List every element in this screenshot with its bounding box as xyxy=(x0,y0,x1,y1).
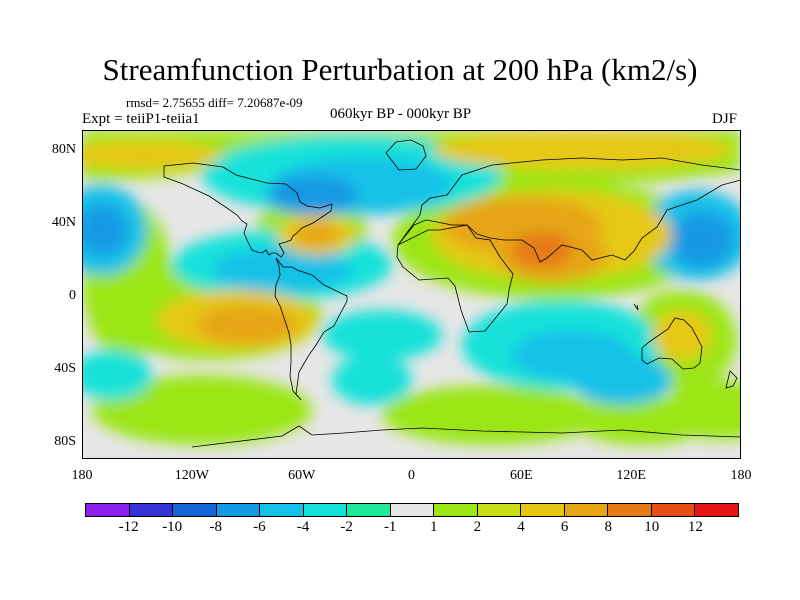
lat-tick-label: 40N xyxy=(51,215,76,230)
lat-tick-label: 40S xyxy=(54,361,76,376)
colorbar-swatch xyxy=(695,504,738,516)
colorbar-swatch xyxy=(608,504,652,516)
lat-tick-label: 0 xyxy=(69,288,76,303)
lon-tick-label: 180 xyxy=(730,468,752,483)
colorbar-swatch xyxy=(521,504,565,516)
colorbar-label: 6 xyxy=(560,519,569,535)
colorbar-label: 2 xyxy=(473,519,482,535)
lon-tick-label: 180 xyxy=(71,468,93,483)
colorbar-swatch xyxy=(303,504,348,516)
lon-tick-label: 120E xyxy=(616,468,646,483)
lat-tick-label: 80S xyxy=(54,434,76,449)
colorbar-label: -4 xyxy=(296,519,310,535)
colorbar-label: 4 xyxy=(517,519,525,535)
colorbar-swatch xyxy=(129,504,174,516)
colorbar-label: 1 xyxy=(430,519,438,535)
colorbar-label: 12 xyxy=(687,519,703,535)
colorbar-swatch xyxy=(477,504,522,516)
season-label: DJF xyxy=(712,111,738,127)
colorbar-swatch xyxy=(651,504,696,516)
colorbar-swatch xyxy=(216,504,261,516)
experiment-label: Expt = teiiP1-teiia1 xyxy=(82,111,200,127)
colorbar xyxy=(85,503,739,517)
colorbar-label: -8 xyxy=(209,519,223,535)
lat-tick-label: 80N xyxy=(51,142,76,157)
period-label: 060kyr BP - 000kyr BP xyxy=(330,106,472,122)
lon-tick-label: 0 xyxy=(408,468,415,483)
colorbar-swatch xyxy=(564,504,609,516)
colorbar-label: 10 xyxy=(644,519,660,535)
stats-text: rmsd= 2.75655 diff= 7.20687e-09 xyxy=(126,95,303,110)
lon-tick-label: 60E xyxy=(510,468,533,483)
colorbar-label: -12 xyxy=(118,519,139,535)
lon-tick-label: 60W xyxy=(288,468,316,483)
colorbar-swatch xyxy=(347,504,391,516)
colorbar-label: -6 xyxy=(253,519,266,535)
colorbar-label: -1 xyxy=(383,519,397,535)
chart-title: Streamfunction Perturbation at 200 hPa (… xyxy=(102,52,698,87)
lon-tick-label: 120W xyxy=(174,468,209,483)
colorbar-label: -10 xyxy=(162,519,183,535)
colorbar-swatch xyxy=(260,504,304,516)
streamfunction-map xyxy=(82,130,741,459)
colorbar-swatch xyxy=(173,504,217,516)
colorbar-swatch xyxy=(86,504,130,516)
colorbar-swatch xyxy=(390,504,435,516)
colorbar-label: 8 xyxy=(604,519,612,535)
colorbar-label: -2 xyxy=(340,519,353,535)
colorbar-swatch xyxy=(434,504,478,516)
